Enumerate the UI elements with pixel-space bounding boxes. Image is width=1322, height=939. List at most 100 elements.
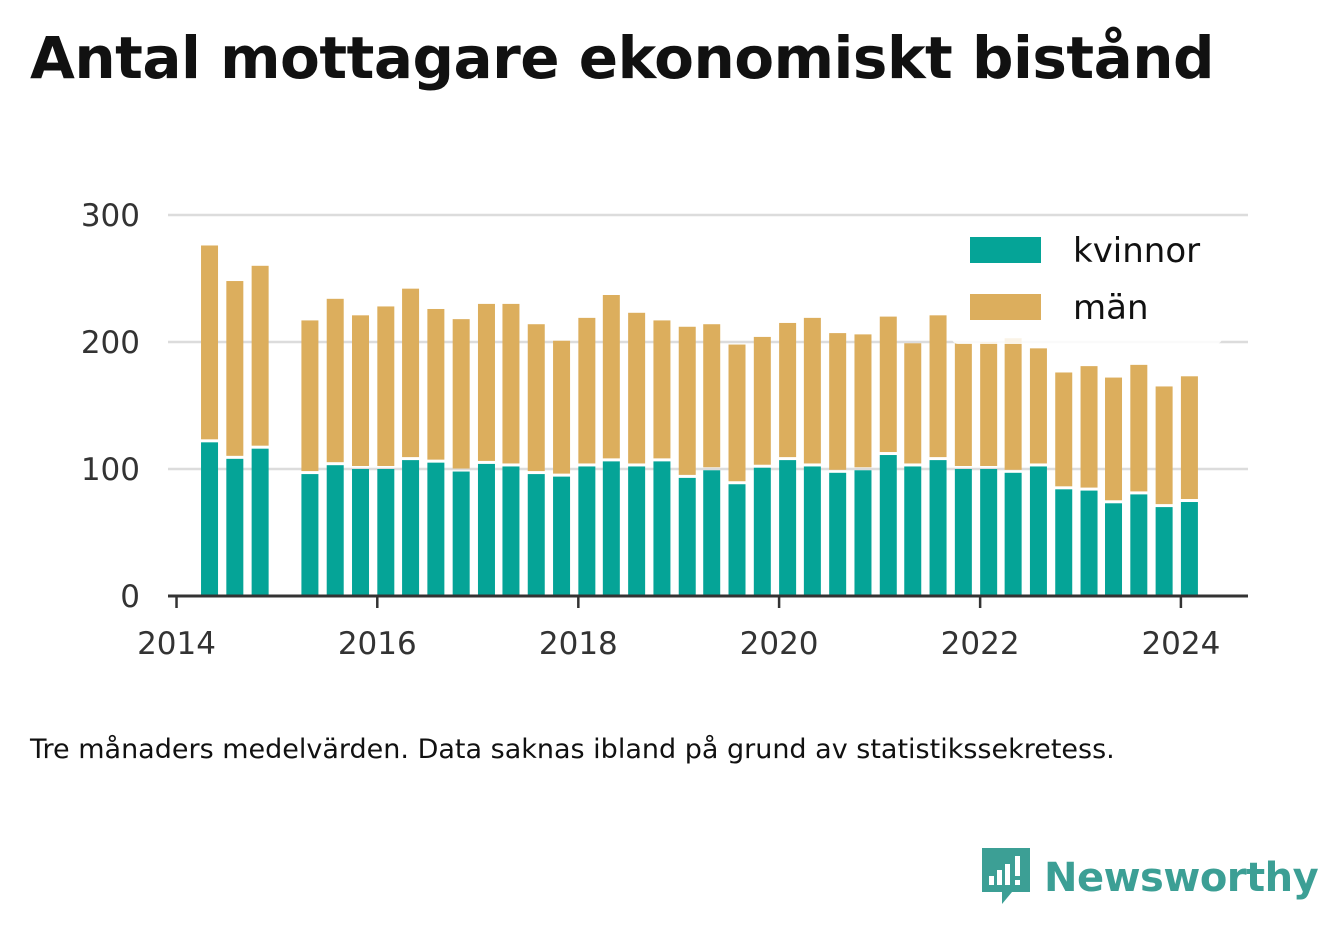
legend-swatch — [970, 237, 1041, 263]
axes: 0 100 200 300 2014 2016 2018 2020 2022 2024 — [81, 198, 1248, 662]
y-tick-label: 300 — [81, 198, 140, 234]
x-tick-label: 2020 — [740, 626, 819, 662]
bar-kvinnor — [803, 466, 821, 596]
chart-caption: Tre månaders medelvärden. Data saknas ib… — [30, 734, 1115, 765]
bar-man — [1105, 377, 1123, 501]
bar-man — [1080, 366, 1098, 488]
bar-kvinnor — [703, 470, 721, 596]
bar-kvinnor — [251, 448, 269, 596]
brand: Newsworthy — [980, 846, 1319, 910]
bar-kvinnor — [553, 476, 571, 596]
bar-kvinnor — [879, 455, 897, 596]
y-tick-label: 0 — [120, 579, 140, 615]
bar-man — [1155, 386, 1173, 505]
x-tick-label: 2022 — [941, 626, 1020, 662]
legend-swatch — [970, 294, 1041, 320]
bar-man — [301, 320, 319, 472]
bar-man — [703, 324, 721, 468]
x-tick-label: 2014 — [137, 626, 216, 662]
chart-title: Antal mottagare ekonomiskt bistånd — [30, 24, 1215, 92]
legend-label: kvinnor — [1073, 231, 1200, 271]
brand-name: Newsworthy — [1044, 855, 1319, 901]
bar-kvinnor — [954, 469, 972, 596]
bar-kvinnor — [226, 458, 244, 596]
bar-kvinnor — [779, 460, 797, 596]
bar-man — [678, 326, 696, 475]
bar-man — [904, 343, 922, 464]
bar-man — [653, 320, 671, 459]
bar-kvinnor — [653, 461, 671, 596]
bar-man — [779, 322, 797, 458]
bar-man — [578, 317, 596, 464]
bar-kvinnor — [678, 477, 696, 596]
bar-man — [1029, 348, 1047, 464]
legend-label: män — [1073, 288, 1149, 328]
bar-kvinnor — [1004, 472, 1022, 596]
bar-man — [477, 303, 495, 461]
bar-kvinnor — [753, 467, 771, 596]
bar-man — [326, 298, 344, 463]
y-tick-label: 100 — [81, 452, 140, 488]
bar-man — [201, 245, 219, 440]
bar-kvinnor — [527, 474, 545, 596]
stacked-bar-chart: 0 100 200 300 2014 2016 2018 2020 2022 2024 kvinn… — [81, 198, 1248, 662]
bar-kvinnor — [1105, 503, 1123, 596]
bar-man — [402, 288, 420, 458]
bar-kvinnor — [1080, 490, 1098, 596]
bar-man — [854, 334, 872, 468]
bar-kvinnor — [402, 460, 420, 596]
bar-man — [1180, 376, 1198, 500]
bar-man — [527, 324, 545, 472]
bar-man — [753, 336, 771, 465]
newsworthy-logo-icon — [980, 846, 1032, 910]
bar-kvinnor — [929, 460, 947, 596]
bar-man — [1055, 372, 1073, 487]
bar-kvinnor — [1180, 502, 1198, 596]
bar-man — [602, 295, 620, 459]
bar-man — [226, 281, 244, 456]
y-tick-label: 200 — [81, 325, 140, 361]
bar-kvinnor — [854, 470, 872, 596]
bar-kvinnor — [301, 474, 319, 596]
bar-kvinnor — [1130, 494, 1148, 596]
bar-kvinnor — [452, 471, 470, 596]
bar-man — [251, 265, 269, 446]
bar-man — [1004, 338, 1022, 470]
bar-kvinnor — [602, 461, 620, 596]
x-tick-label: 2024 — [1141, 626, 1220, 662]
bar-man — [728, 344, 746, 482]
bar-layer — [201, 245, 1198, 596]
bar-kvinnor — [477, 463, 495, 596]
bar-kvinnor — [829, 472, 847, 596]
legend: kvinnor män — [952, 226, 1222, 344]
bar-kvinnor — [377, 469, 395, 596]
bar-kvinnor — [628, 466, 646, 596]
bar-man — [553, 340, 571, 474]
bar-man — [829, 333, 847, 470]
bar-kvinnor — [352, 469, 370, 596]
x-tick-label: 2016 — [338, 626, 417, 662]
bar-man — [352, 315, 370, 466]
bar-kvinnor — [980, 469, 998, 596]
bar-man — [502, 303, 520, 464]
bar-man — [980, 342, 998, 466]
x-tick-label: 2018 — [539, 626, 618, 662]
bar-man — [628, 312, 646, 464]
bar-kvinnor — [578, 466, 596, 596]
bar-kvinnor — [728, 484, 746, 596]
bar-kvinnor — [904, 466, 922, 596]
bar-kvinnor — [1055, 489, 1073, 596]
bar-kvinnor — [326, 465, 344, 596]
bar-man — [954, 343, 972, 466]
bar-man — [377, 306, 395, 466]
bar-kvinnor — [502, 466, 520, 596]
bar-man — [879, 316, 897, 453]
bar-man — [803, 317, 821, 464]
bar-man — [452, 319, 470, 469]
bar-kvinnor — [1155, 507, 1173, 596]
bar-man — [427, 308, 445, 460]
bar-kvinnor — [201, 442, 219, 596]
bar-kvinnor — [1029, 466, 1047, 596]
bar-kvinnor — [427, 462, 445, 596]
bar-man — [1130, 364, 1148, 492]
